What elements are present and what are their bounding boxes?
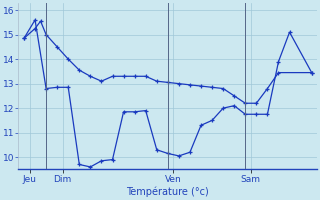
X-axis label: Température (°c): Température (°c) xyxy=(126,187,209,197)
